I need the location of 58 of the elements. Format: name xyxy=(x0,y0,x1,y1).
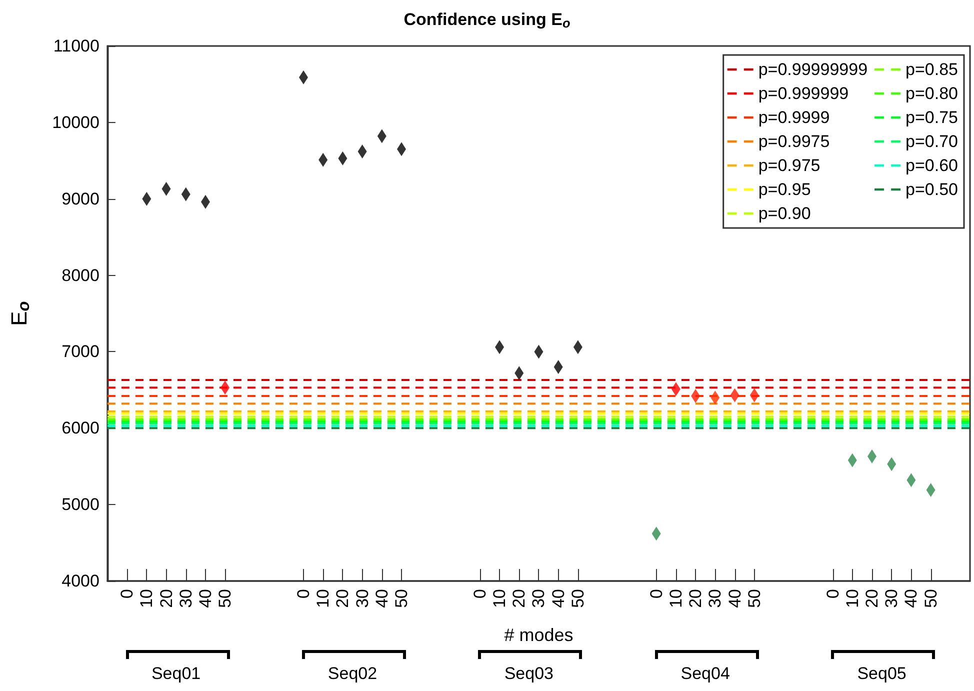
y-tick-label: 6000 xyxy=(62,418,100,438)
x-tick-label: 10 xyxy=(137,589,156,608)
x-tick-label: 20 xyxy=(333,589,352,608)
legend-label: p=0.90 xyxy=(758,204,811,223)
x-tick-label: 50 xyxy=(921,589,940,608)
x-tick-label: 30 xyxy=(882,589,902,608)
y-tick-label: 7000 xyxy=(62,342,100,362)
x-tick-label: 50 xyxy=(744,589,764,608)
legend-label: p=0.80 xyxy=(906,84,958,103)
x-tick-label: 0 xyxy=(646,589,666,598)
y-tick-label: 10000 xyxy=(52,112,100,132)
x-tick-label: 20 xyxy=(156,589,176,608)
x-tick-label: 40 xyxy=(902,589,921,608)
x-tick-label: 10 xyxy=(314,589,333,608)
text: Seq03 xyxy=(504,664,554,684)
x-tick-label: 50 xyxy=(392,589,411,608)
y-tick-label: 5000 xyxy=(62,495,100,514)
legend-label: p=0.9975 xyxy=(758,132,830,151)
x-tick-label: 50 xyxy=(568,589,588,608)
x-tick-label: 0 xyxy=(118,589,137,598)
legend-label: p=0.9999 xyxy=(758,108,830,127)
legend-label: p=0.70 xyxy=(906,132,958,151)
x-tick-label: 40 xyxy=(372,589,392,608)
text: Seq05 xyxy=(857,664,906,684)
x-tick-label: 30 xyxy=(176,589,196,608)
x-tick-label: 40 xyxy=(725,589,744,608)
x-tick-label: 0 xyxy=(823,589,842,598)
legend-label: p=0.95 xyxy=(758,180,811,199)
legend-label: p=0.85 xyxy=(906,60,958,79)
x-tick-label: 0 xyxy=(470,589,490,598)
x-tick-label: 40 xyxy=(548,589,568,608)
x-tick-label: 10 xyxy=(842,589,862,608)
legend-label: p=0.999999 xyxy=(758,84,849,103)
x-tick-label: 40 xyxy=(196,589,215,608)
legend-label: p=0.75 xyxy=(906,108,958,127)
x-tick-label: 50 xyxy=(216,589,235,608)
legend-label: p=0.975 xyxy=(758,156,820,175)
legend-label: p=0.99999999 xyxy=(758,60,868,79)
x-tick-label: 20 xyxy=(686,589,706,608)
x-tick-label: 10 xyxy=(666,589,686,608)
legend-label: p=0.60 xyxy=(906,156,958,175)
x-tick-label: 10 xyxy=(490,589,510,608)
y-tick-label: 9000 xyxy=(62,189,100,208)
text: Seq01 xyxy=(151,664,201,684)
y-tick-label: 4000 xyxy=(62,572,100,590)
x-tick-label: 0 xyxy=(294,589,313,598)
x-tick-label: 30 xyxy=(529,589,548,608)
x-tick-label: 30 xyxy=(352,589,372,608)
text: Seq04 xyxy=(680,664,730,684)
x-tick-label: 20 xyxy=(862,589,882,608)
x-tick-label: 20 xyxy=(510,589,529,608)
x-axis-title: # modes xyxy=(504,625,574,645)
text: Seq02 xyxy=(328,664,378,684)
y-axis-title: Eo xyxy=(6,301,33,326)
legend-label: p=0.50 xyxy=(906,180,958,199)
y-tick-label: 11000 xyxy=(53,36,100,56)
y-tick-label: 8000 xyxy=(62,266,100,285)
x-tick-label: 30 xyxy=(706,589,725,608)
